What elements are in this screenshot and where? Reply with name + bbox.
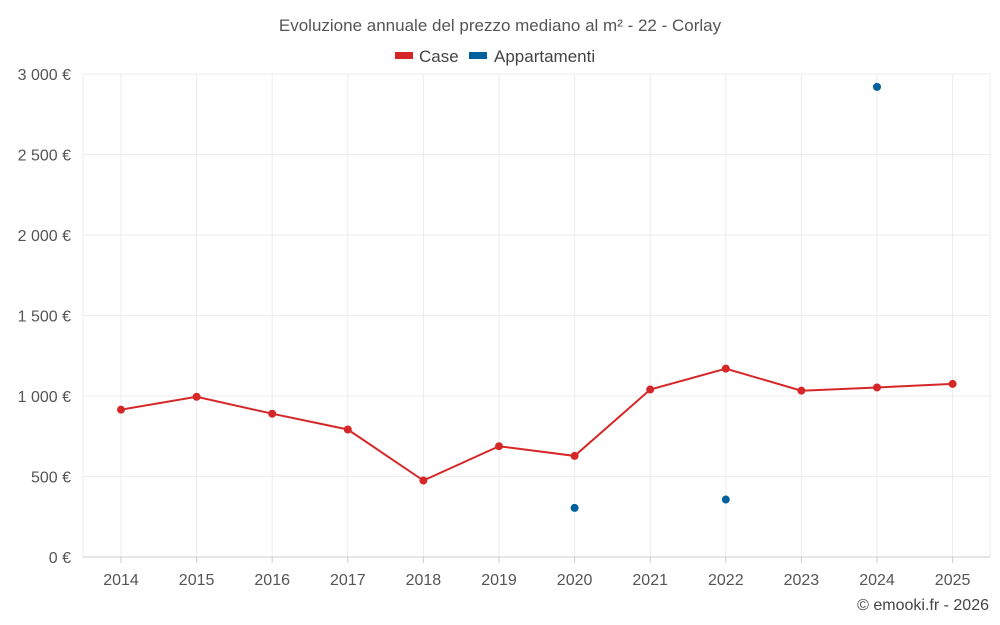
data-point-case[interactable]	[721, 364, 730, 373]
x-tick-label: 2021	[632, 572, 668, 589]
x-tick-label: 2019	[481, 572, 517, 589]
data-point-case[interactable]	[948, 379, 957, 388]
data-point-appartamenti[interactable]	[570, 503, 579, 512]
x-tick-label: 2025	[935, 572, 971, 589]
legend-label-appartamenti[interactable]: Appartamenti	[494, 47, 595, 66]
x-tick-label: 2020	[557, 572, 593, 589]
x-tick-label: 2024	[859, 572, 895, 589]
legend-swatch-case[interactable]	[395, 52, 413, 59]
legend-swatch-appartamenti[interactable]	[469, 52, 487, 59]
x-tick-label: 2023	[784, 572, 820, 589]
data-point-case[interactable]	[192, 392, 201, 401]
data-point-case[interactable]	[570, 451, 579, 460]
chart-title: Evoluzione annuale del prezzo mediano al…	[279, 16, 722, 35]
grid-layer	[82, 73, 991, 557]
data-point-case[interactable]	[495, 442, 503, 451]
data-point-case[interactable]	[343, 425, 352, 434]
x-tick-label: 2015	[179, 572, 215, 589]
y-tick-label: 2 000 €	[18, 228, 71, 245]
credit-text: © emooki.fr - 2026	[857, 597, 989, 614]
x-tick-label: 2018	[406, 572, 442, 589]
x-tick-label: 2022	[708, 572, 744, 589]
y-tick-label: 2 500 €	[18, 148, 71, 165]
legend-label-case[interactable]: Case	[419, 47, 459, 66]
series-line-case	[120, 367, 953, 482]
y-tick-label: 3 000 €	[18, 67, 71, 84]
axis-layer: 0 € 500 € 1 000 € 1 500 € 2 000 € 2 500 € 3 00…	[18, 67, 990, 589]
data-point-case[interactable]	[873, 383, 881, 392]
data-point-appartamenti[interactable]	[721, 495, 730, 504]
legend[interactable]: Case Appartamenti	[395, 47, 595, 66]
y-tick-label: 0 €	[49, 550, 71, 567]
data-point-case[interactable]	[117, 405, 125, 414]
data-point-case[interactable]	[419, 476, 428, 485]
y-tick-label: 1 000 €	[18, 389, 71, 406]
y-tick-label: 500 €	[31, 470, 71, 487]
x-tick-label: 2017	[330, 572, 366, 589]
data-point-appartamenti[interactable]	[873, 82, 881, 91]
y-tick-label: 1 500 €	[18, 309, 71, 326]
data-point-case[interactable]	[797, 386, 806, 395]
series-layer	[117, 82, 957, 512]
x-tick-label: 2016	[254, 572, 290, 589]
data-point-case[interactable]	[268, 409, 277, 418]
data-point-case[interactable]	[646, 385, 655, 394]
x-tick-label: 2014	[103, 572, 139, 589]
